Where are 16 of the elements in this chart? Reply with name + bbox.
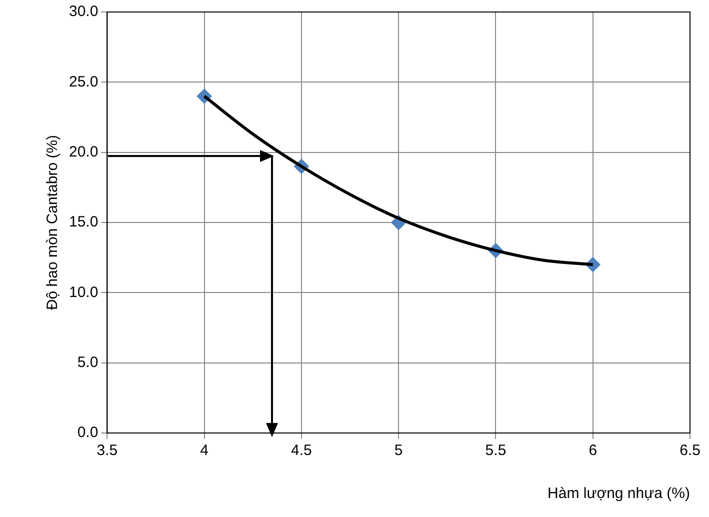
x-axis-title: Hàm lượng nhựa (%) [548,485,690,502]
x-tick-label: 6 [588,442,598,460]
y-axis-title: Độ hao mòn Cantabro (%) [44,134,62,310]
y-tick-label: 30.0 [68,3,98,20]
x-tick-label: 5.5 [485,442,506,460]
y-tick-label: 15.0 [68,214,98,231]
y-tick-label: 10.0 [68,284,98,301]
y-tick-label: 5.0 [77,354,98,371]
x-tick-label: 4.5 [291,442,312,460]
y-tick-label: 25.0 [68,73,98,90]
y-tick-label: 0.0 [77,424,98,442]
y-tick-label: 20.0 [68,143,98,160]
x-tick-label: 3.5 [96,442,118,460]
x-tick-label: 5 [394,442,403,460]
x-tick-label: 4 [200,442,208,460]
x-tick-label: 6.5 [680,442,700,460]
